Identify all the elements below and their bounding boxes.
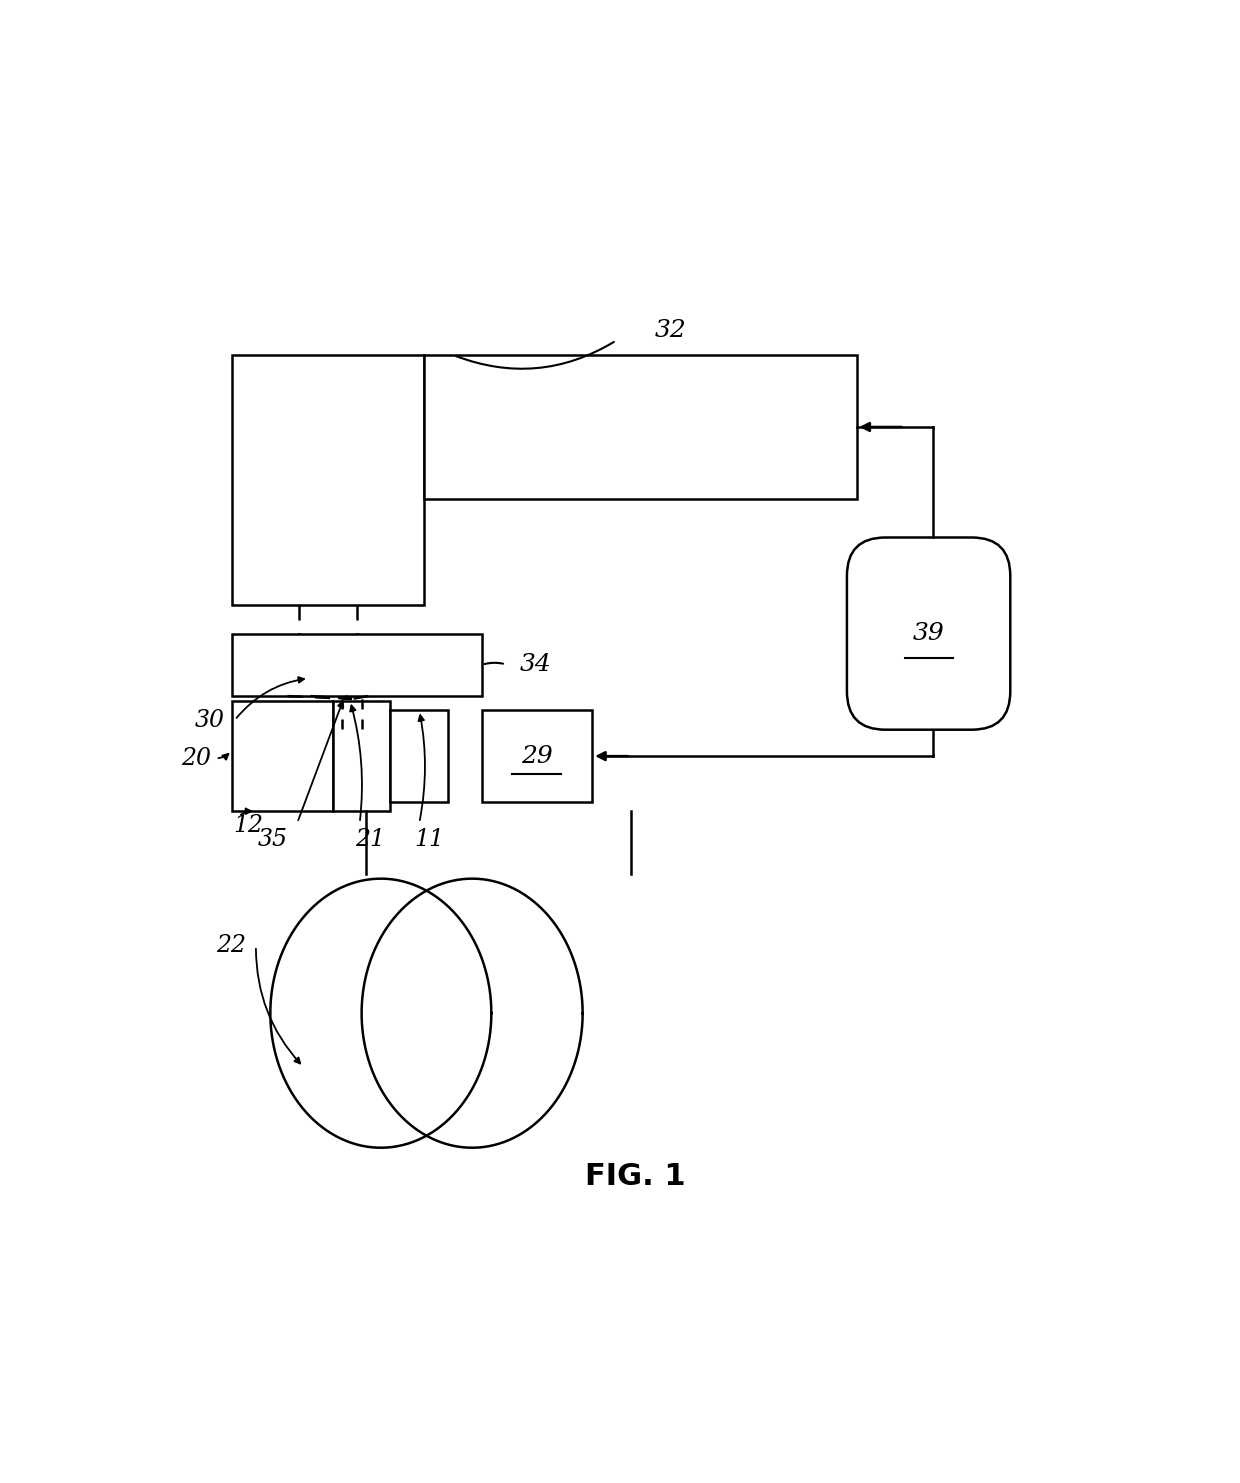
Bar [481,710,593,802]
Bar [232,354,424,605]
FancyBboxPatch shape [847,537,1011,730]
Text: 12: 12 [234,814,264,838]
Bar [424,354,857,500]
Text: 39: 39 [913,621,945,645]
Text: 29: 29 [521,744,552,768]
Bar [232,701,332,811]
Text: 35: 35 [258,828,288,851]
Bar [332,701,391,811]
Text: 32: 32 [655,319,687,343]
Text: 21: 21 [355,828,384,851]
Text: 20: 20 [181,747,211,770]
Text: 34: 34 [521,653,552,676]
Text: 22: 22 [216,934,247,958]
Text: FIG. 1: FIG. 1 [585,1163,686,1191]
Text: 11: 11 [414,828,444,851]
Bar [391,710,448,802]
Text: 30: 30 [195,709,226,731]
Bar [232,633,481,696]
